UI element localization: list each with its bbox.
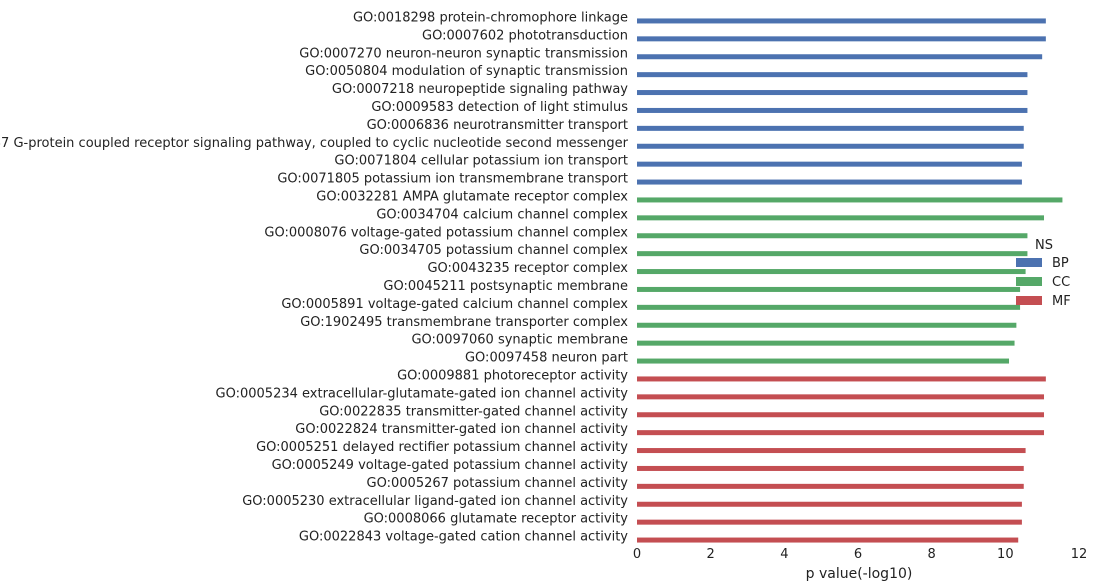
bar-mf <box>637 483 1024 489</box>
category-label: GO:0007270 neuron-neuron synaptic transm… <box>299 46 628 61</box>
bar-bp <box>637 18 1046 24</box>
bar-cc <box>637 233 1028 239</box>
bar-bp <box>637 72 1028 78</box>
category-label: GO:0097458 neuron part <box>465 351 628 366</box>
legend-label-cc: CC <box>1052 275 1070 290</box>
category-label: GO:1902495 transmembrane transporter com… <box>300 315 628 330</box>
category-label: GO:0005267 potassium channel activity <box>367 476 629 491</box>
x-tick-label: 10 <box>997 547 1014 562</box>
bars <box>637 18 1063 543</box>
bar-mf <box>637 394 1045 400</box>
category-label: GO:0005249 voltage-gated potassium chann… <box>272 458 629 473</box>
category-label: GO:0009583 detection of light stimulus <box>371 100 628 115</box>
legend-label-bp: BP <box>1052 256 1069 271</box>
bar-cc <box>637 286 1021 292</box>
bar-cc <box>637 251 1028 257</box>
x-tick-label: 8 <box>928 547 936 562</box>
category-label: GO:0097060 synaptic membrane <box>411 333 628 348</box>
category-label: GO:0071804 cellular potassium ion transp… <box>334 154 628 169</box>
category-label: GO:0022824 transmitter-gated ion channel… <box>295 422 628 437</box>
bar-bp <box>637 90 1028 96</box>
category-label: GO:0005234 extracellular-glutamate-gated… <box>216 386 629 401</box>
bar-cc <box>637 358 1010 364</box>
legend-title: NS <box>1035 238 1053 253</box>
category-labels: GO:0018298 protein-chromophore linkage GO… <box>0 10 629 544</box>
category-label: GO:0045211 postsynaptic membrane <box>383 279 628 294</box>
category-label: GO:0050804 modulation of synaptic transm… <box>305 64 628 79</box>
category-label: GO:0005230 extracellular ligand-gated io… <box>242 494 628 509</box>
bar-mf <box>637 430 1045 436</box>
x-tick-label: 12 <box>1071 547 1088 562</box>
category-label: GO:0008066 glutamate receptor activity <box>364 512 629 527</box>
bar-bp <box>637 107 1028 113</box>
legend-swatch-cc <box>1016 277 1042 286</box>
x-tick-label: 6 <box>854 547 862 562</box>
bar-bp <box>637 161 1022 167</box>
x-tick-label: 0 <box>633 547 641 562</box>
bar-bp <box>637 179 1022 185</box>
bar-bp <box>637 54 1043 60</box>
category-label: GO:0032281 AMPA glutamate receptor compl… <box>316 189 628 204</box>
category-label: GO:0022835 transmitter-gated channel act… <box>319 404 628 419</box>
category-label: GO:0005891 voltage-gated calcium channel… <box>281 297 628 312</box>
bar-mf <box>637 519 1022 525</box>
category-label: GO:0022843 voltage-gated cation channel … <box>299 530 628 545</box>
legend-label-mf: MF <box>1052 294 1071 309</box>
bar-bp <box>637 143 1024 149</box>
x-axis-ticks: 0 2 4 6 8 10 12 <box>633 547 1087 562</box>
x-axis-label: p value(-log10) <box>806 566 913 582</box>
x-tick-label: 4 <box>780 547 788 562</box>
category-label: GO:0005251 delayed rectifier potassium c… <box>256 440 628 455</box>
category-label: GO:0006836 neurotransmitter transport <box>367 118 628 133</box>
bar-cc <box>637 197 1063 203</box>
bar-cc <box>637 322 1017 328</box>
bar-mf <box>637 501 1022 507</box>
bar-mf <box>637 412 1045 418</box>
category-label: GO:0008076 voltage-gated potassium chann… <box>264 225 628 240</box>
bar-mf <box>637 448 1026 454</box>
category-label: GO:0009881 photoreceptor activity <box>397 368 628 383</box>
category-label: GO:0018298 protein-chromophore linkage <box>353 10 628 25</box>
bar-bp <box>637 36 1046 42</box>
bar-cc <box>637 269 1026 275</box>
category-label: GO:0043235 receptor complex <box>427 261 628 276</box>
legend-swatch-bp <box>1016 258 1042 267</box>
category-label: GO:0007187 G-protein coupled receptor si… <box>0 136 629 151</box>
category-label: GO:0034705 potassium channel complex <box>359 243 628 258</box>
bar-cc <box>637 215 1045 221</box>
category-label: GO:0034704 calcium channel complex <box>376 207 628 222</box>
legend: NS BP CC MF <box>1016 238 1071 309</box>
x-tick-label: 2 <box>707 547 715 562</box>
category-label: GO:0007602 phototransduction <box>422 28 628 43</box>
bar-mf <box>637 537 1019 543</box>
category-label: GO:0071805 potassium ion transmembrane t… <box>277 172 628 187</box>
bar-cc <box>637 340 1015 346</box>
category-label: GO:0007218 neuropeptide signaling pathwa… <box>332 82 628 97</box>
bar-cc <box>637 304 1021 310</box>
bar-bp <box>637 125 1024 131</box>
bar-mf <box>637 376 1046 382</box>
bar-mf <box>637 465 1024 471</box>
legend-swatch-mf <box>1016 296 1042 305</box>
